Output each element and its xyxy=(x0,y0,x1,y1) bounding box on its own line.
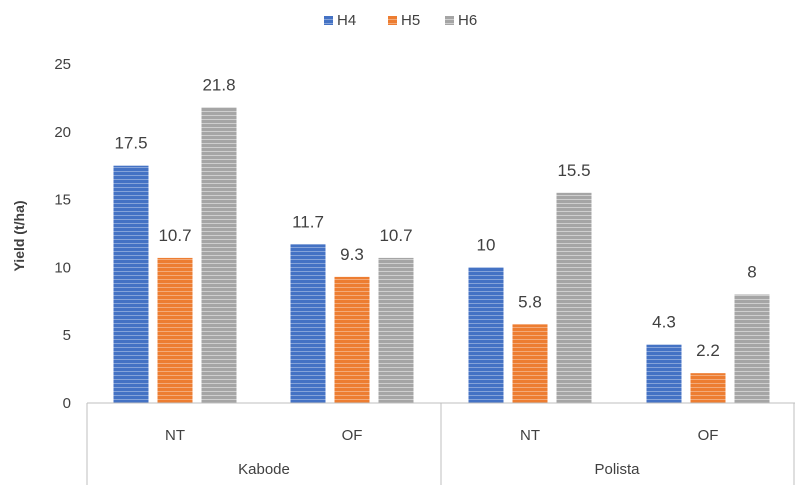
y-tick-label: 25 xyxy=(54,56,71,73)
legend-label-h4: H4 xyxy=(337,12,356,29)
legend-label-h6: H6 xyxy=(458,12,477,29)
y-axis-ticks: 0 5 10 15 20 25 xyxy=(54,56,71,412)
legend-label-h5: H5 xyxy=(401,12,420,29)
bar-h4-0 xyxy=(113,165,149,403)
data-label-h6-1: 10.7 xyxy=(379,226,412,245)
bar-h5-0 xyxy=(157,257,193,403)
y-tick-label: 0 xyxy=(63,395,71,412)
bar-h4-2 xyxy=(468,267,504,403)
category-label-kabode-nt: NT xyxy=(165,427,185,444)
data-label-h5-3: 2.2 xyxy=(696,341,720,360)
legend: H4 H5 H6 xyxy=(324,12,477,29)
bar-h4-1 xyxy=(290,244,326,403)
legend-swatch-h4 xyxy=(324,16,333,25)
y-tick-label: 5 xyxy=(63,327,71,344)
group-label-polista: Polista xyxy=(594,461,640,478)
data-label-h4-2: 10 xyxy=(477,235,496,254)
category-label-polista-of: OF xyxy=(698,427,719,444)
data-label-h4-3: 4.3 xyxy=(652,313,676,332)
data-label-h5-0: 10.7 xyxy=(158,226,191,245)
bar-h6-2 xyxy=(556,192,592,403)
data-label-h6-2: 15.5 xyxy=(557,161,590,180)
bar-h5-2 xyxy=(512,324,548,403)
data-label-h5-1: 9.3 xyxy=(340,245,364,264)
data-label-h4-1: 11.7 xyxy=(292,212,324,231)
data-label-h6-0: 21.8 xyxy=(202,75,235,94)
data-label-h6-3: 8 xyxy=(747,263,756,282)
y-tick-label: 20 xyxy=(54,124,71,141)
group-label-kabode: Kabode xyxy=(238,461,290,478)
legend-swatch-h6 xyxy=(445,16,454,25)
bar-h4-3 xyxy=(646,344,682,403)
legend-swatch-h5 xyxy=(388,16,397,25)
value-labels: 17.5 11.7 10 4.3 10.7 9.3 5.8 2.2 21.8 10.7 15.5 8 xyxy=(114,75,756,360)
bars xyxy=(113,107,770,403)
bar-h6-0 xyxy=(201,107,237,403)
category-label-polista-nt: NT xyxy=(520,427,540,444)
bar-h6-3 xyxy=(734,294,770,403)
data-label-h4-0: 17.5 xyxy=(114,134,147,153)
category-label-kabode-of: OF xyxy=(342,427,363,444)
y-axis-label: Yield (t/ha) xyxy=(11,200,27,271)
y-tick-label: 10 xyxy=(54,259,71,276)
y-tick-label: 15 xyxy=(54,192,71,209)
bar-h6-1 xyxy=(378,257,414,403)
x-axis xyxy=(86,402,795,485)
data-label-h5-2: 5.8 xyxy=(518,292,542,311)
bar-h5-1 xyxy=(334,276,370,403)
bar-h5-3 xyxy=(690,373,726,403)
